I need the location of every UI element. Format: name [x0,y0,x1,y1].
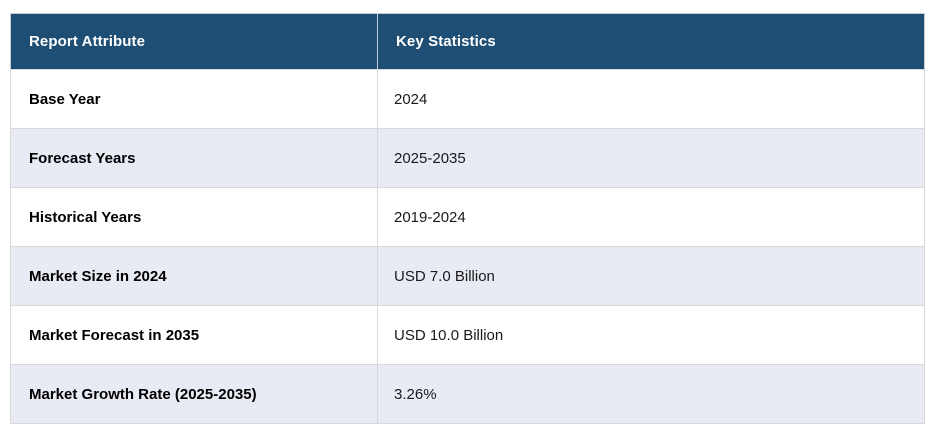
attribute-cell: Market Forecast in 2035 [10,305,378,365]
value-cell: 2024 [377,69,925,129]
report-statistics-table: Report Attribute Key Statistics Base Yea… [10,13,925,424]
value-cell: USD 10.0 Billion [377,305,925,365]
attribute-cell: Historical Years [10,187,378,247]
table-row: Market Size in 2024 USD 7.0 Billion [10,246,925,306]
attribute-cell: Base Year [10,69,378,129]
table-row: Base Year 2024 [10,69,925,129]
table-row: Forecast Years 2025-2035 [10,128,925,188]
table-row: Market Forecast in 2035 USD 10.0 Billion [10,305,925,365]
attribute-cell: Market Size in 2024 [10,246,378,306]
table-row: Historical Years 2019-2024 [10,187,925,247]
value-cell: 3.26% [377,364,925,424]
value-cell: USD 7.0 Billion [377,246,925,306]
table-header-row: Report Attribute Key Statistics [10,13,925,70]
column-header-report-attribute: Report Attribute [10,13,378,70]
value-cell: 2025-2035 [377,128,925,188]
attribute-cell: Market Growth Rate (2025-2035) [10,364,378,424]
value-cell: 2019-2024 [377,187,925,247]
column-header-key-statistics: Key Statistics [377,13,925,70]
attribute-cell: Forecast Years [10,128,378,188]
table-row: Market Growth Rate (2025-2035) 3.26% [10,364,925,424]
